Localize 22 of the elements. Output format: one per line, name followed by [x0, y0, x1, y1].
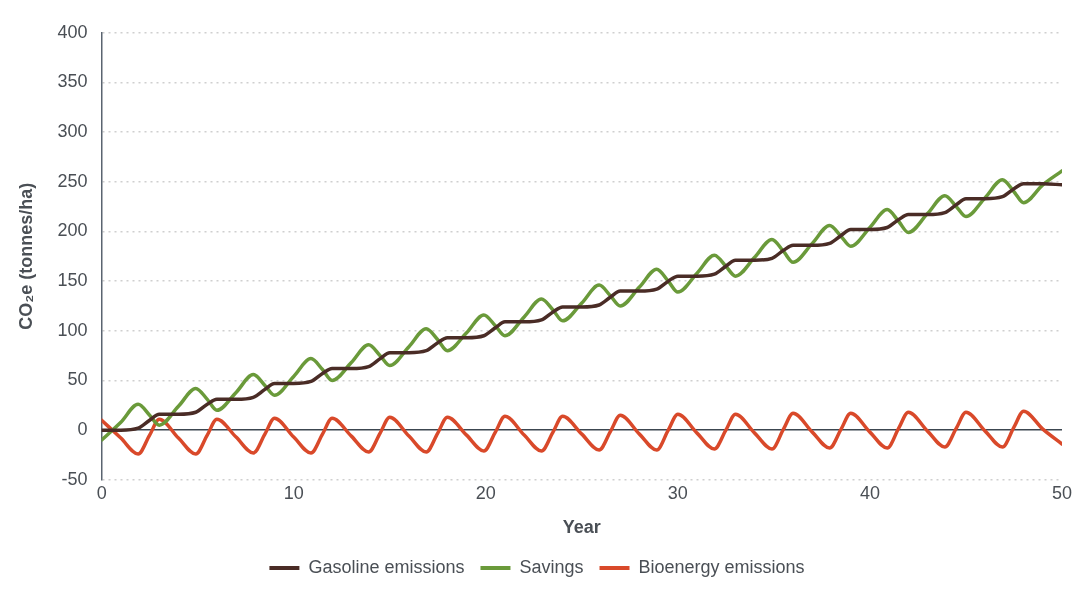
- y-tick-label: 250: [57, 170, 88, 191]
- x-tick-label: 20: [475, 482, 496, 503]
- y-tick-label: -50: [61, 468, 88, 489]
- legend-label: Bioenergy emissions: [638, 556, 805, 577]
- x-tick-label: 40: [859, 482, 880, 503]
- y-tick-label: 200: [57, 220, 88, 241]
- y-tick-label: 0: [77, 419, 88, 440]
- x-tick-label: 10: [283, 482, 304, 503]
- y-tick-label: 400: [57, 21, 88, 42]
- y-axis-title: CO₂e (tonnes/ha): [15, 182, 36, 330]
- legend-label: Savings: [519, 556, 584, 577]
- x-tick-label: 50: [1051, 482, 1073, 503]
- line-series: [101, 409, 1062, 456]
- x-tick-label: 0: [96, 482, 107, 503]
- x-tick-label: 30: [667, 482, 688, 503]
- y-tick-label: 50: [67, 369, 88, 390]
- x-axis-title: Year: [562, 517, 601, 538]
- legend-label: Gasoline emissions: [308, 556, 465, 577]
- y-tick-label: 350: [57, 71, 88, 92]
- y-tick-label: 100: [57, 319, 88, 340]
- y-tick-label: 300: [57, 121, 88, 142]
- y-tick-label: 150: [57, 270, 88, 291]
